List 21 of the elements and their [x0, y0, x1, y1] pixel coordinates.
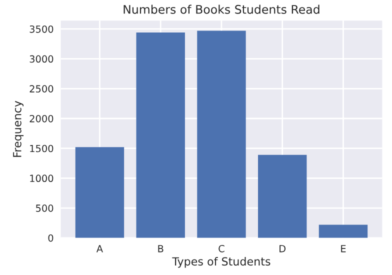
- bar: [75, 147, 124, 238]
- y-tick-label: 500: [36, 204, 54, 212]
- bar: [136, 32, 185, 238]
- bar: [318, 224, 368, 238]
- x-tick-label: D: [280, 245, 286, 252]
- y-axis-title: Frequency: [13, 100, 24, 157]
- bar: [258, 154, 307, 238]
- x-tick-label: A: [96, 245, 103, 252]
- chart-title: Numbers of Books Students Read: [124, 4, 320, 14]
- y-tick-label: 3500: [30, 25, 54, 33]
- y-tick-label: 2000: [30, 114, 54, 122]
- x-tick-label: E: [341, 245, 346, 252]
- y-tick-label: 3000: [30, 55, 54, 63]
- y-tick-label: 1500: [30, 144, 54, 152]
- x-axis-title: Types of Students: [172, 257, 270, 268]
- x-tick-label: C: [218, 244, 224, 252]
- y-tick-label: 1000: [30, 174, 54, 182]
- x-tick-label: B: [158, 245, 164, 252]
- y-tick-label: 2500: [30, 85, 54, 92]
- bar: [197, 30, 246, 238]
- y-tick-label: 0: [48, 234, 54, 242]
